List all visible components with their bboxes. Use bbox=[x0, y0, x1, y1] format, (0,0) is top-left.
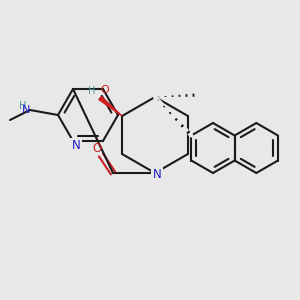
Text: H: H bbox=[88, 86, 96, 96]
Text: O: O bbox=[101, 85, 110, 95]
Text: N: N bbox=[153, 167, 161, 181]
Polygon shape bbox=[99, 97, 122, 116]
Text: N: N bbox=[72, 140, 80, 152]
Text: H: H bbox=[19, 101, 27, 111]
Text: O: O bbox=[92, 142, 102, 154]
Text: N: N bbox=[22, 105, 30, 115]
